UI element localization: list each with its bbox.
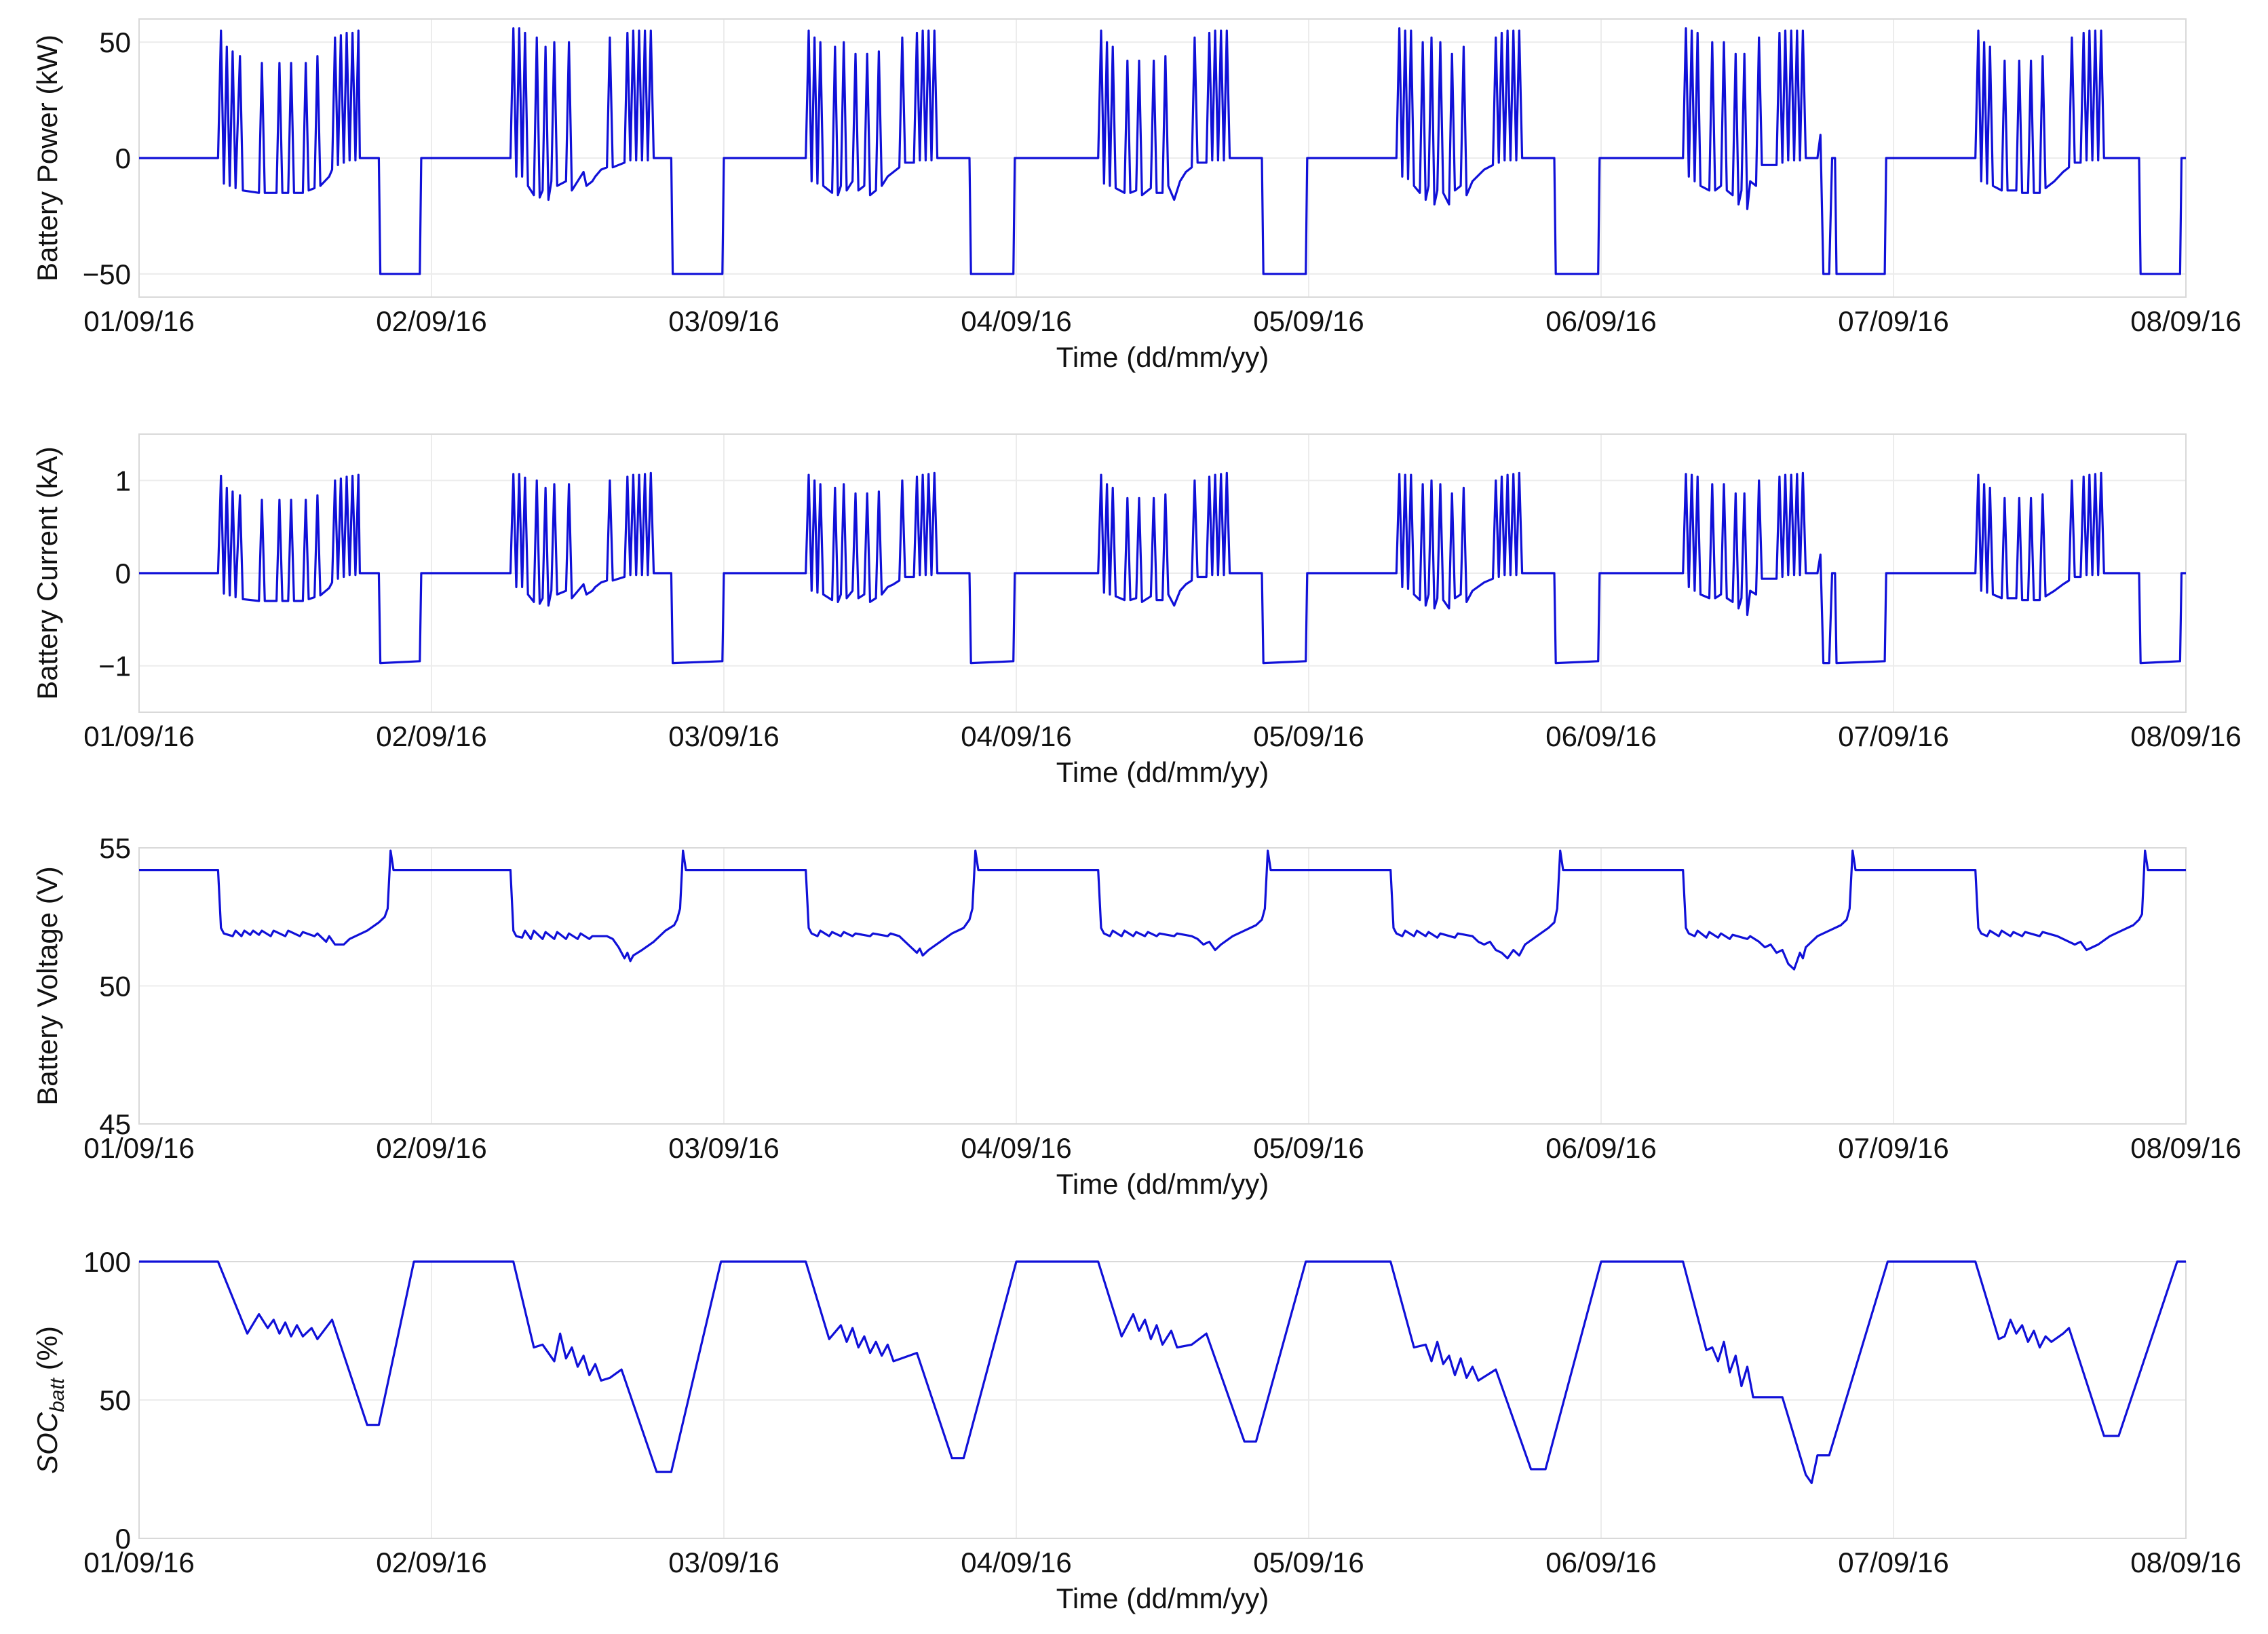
x-tick-label: 02/09/16 bbox=[376, 720, 487, 752]
y-tick-label: 45 bbox=[99, 1108, 131, 1140]
x-tick-label: 02/09/16 bbox=[376, 1547, 487, 1578]
y-tick-label: 55 bbox=[99, 832, 131, 864]
y-tick-label: 1 bbox=[115, 465, 131, 497]
x-tick-label: 06/09/16 bbox=[1545, 720, 1657, 752]
plot-frame bbox=[138, 1261, 2187, 1539]
y-tick-label: 0 bbox=[115, 142, 131, 174]
y-tick-label: 50 bbox=[99, 1384, 131, 1416]
y-axis-label: SOCbatt (%) bbox=[31, 1326, 69, 1474]
x-tick-label: 01/09/16 bbox=[83, 305, 195, 337]
x-tick-label: 08/09/16 bbox=[2130, 720, 2242, 752]
x-axis-label: Time (dd/mm/yy) bbox=[1056, 1168, 1269, 1200]
plot-frame bbox=[138, 847, 2187, 1125]
soc-panel: 0 50 100 01/09/16 02/09/16 03/09/16 04/09/16 05… bbox=[31, 1246, 2242, 1614]
x-tick-label: 05/09/16 bbox=[1253, 1547, 1364, 1578]
y-tick-label: 100 bbox=[83, 1246, 131, 1278]
series-line bbox=[139, 471, 2186, 665]
x-tick-label: 08/09/16 bbox=[2130, 1132, 2242, 1164]
x-tick-label: 04/09/16 bbox=[961, 1547, 1072, 1578]
x-tick-label: 04/09/16 bbox=[961, 720, 1072, 752]
x-tick-label: 03/09/16 bbox=[668, 1132, 780, 1164]
battery-current-panel: −1 0 1 01/09/16 02/09/16 03/09/16 04/09/16 05/0… bbox=[31, 433, 2242, 788]
x-axis-label: Time (dd/mm/yy) bbox=[1056, 756, 1269, 788]
y-tick-label: 50 bbox=[99, 26, 131, 58]
y-tick-label: 0 bbox=[115, 558, 131, 589]
x-tick-label: 01/09/16 bbox=[83, 720, 195, 752]
series-line bbox=[139, 1260, 2186, 1484]
x-tick-label: 01/09/16 bbox=[83, 1132, 195, 1164]
y-tick-label: 0 bbox=[115, 1523, 131, 1555]
series-line bbox=[139, 849, 2186, 971]
x-tick-label: 07/09/16 bbox=[1838, 305, 1949, 337]
y-axis-label: Battery Voltage (V) bbox=[31, 866, 63, 1106]
x-tick-label: 02/09/16 bbox=[376, 305, 487, 337]
x-tick-label: 04/09/16 bbox=[961, 1132, 1072, 1164]
x-tick-label: 02/09/16 bbox=[376, 1132, 487, 1164]
y-axis-label: Battery Power (kW) bbox=[31, 35, 63, 281]
x-tick-label: 05/09/16 bbox=[1253, 305, 1364, 337]
x-tick-label: 07/09/16 bbox=[1838, 1132, 1949, 1164]
x-tick-label: 08/09/16 bbox=[2130, 1547, 2242, 1578]
x-tick-label: 05/09/16 bbox=[1253, 720, 1364, 752]
series-line bbox=[139, 27, 2186, 275]
x-axis-label: Time (dd/mm/yy) bbox=[1056, 341, 1269, 373]
x-tick-label: 04/09/16 bbox=[961, 305, 1072, 337]
x-tick-label: 03/09/16 bbox=[668, 305, 780, 337]
battery-voltage-panel: 45 50 55 01/09/16 02/09/16 03/09/16 04/09/16 05… bbox=[31, 832, 2242, 1200]
y-axis-label: Battery Current (kA) bbox=[31, 446, 63, 699]
battery-power-panel: −50 0 50 01/09/16 02/09/16 03/09/16 04/09/16 05… bbox=[31, 18, 2242, 373]
x-tick-label: 01/09/16 bbox=[83, 1547, 195, 1578]
x-tick-label: 06/09/16 bbox=[1545, 305, 1657, 337]
x-tick-label: 06/09/16 bbox=[1545, 1547, 1657, 1578]
x-tick-label: 07/09/16 bbox=[1838, 1547, 1949, 1578]
y-tick-label: 50 bbox=[99, 971, 131, 1003]
x-axis-label: Time (dd/mm/yy) bbox=[1056, 1582, 1269, 1614]
x-tick-label: 07/09/16 bbox=[1838, 720, 1949, 752]
x-tick-label: 05/09/16 bbox=[1253, 1132, 1364, 1164]
y-tick-label: −50 bbox=[83, 258, 131, 290]
y-tick-label: −1 bbox=[98, 650, 131, 682]
x-tick-label: 06/09/16 bbox=[1545, 1132, 1657, 1164]
x-tick-label: 03/09/16 bbox=[668, 1547, 780, 1578]
x-tick-label: 03/09/16 bbox=[668, 720, 780, 752]
x-tick-label: 08/09/16 bbox=[2130, 305, 2242, 337]
